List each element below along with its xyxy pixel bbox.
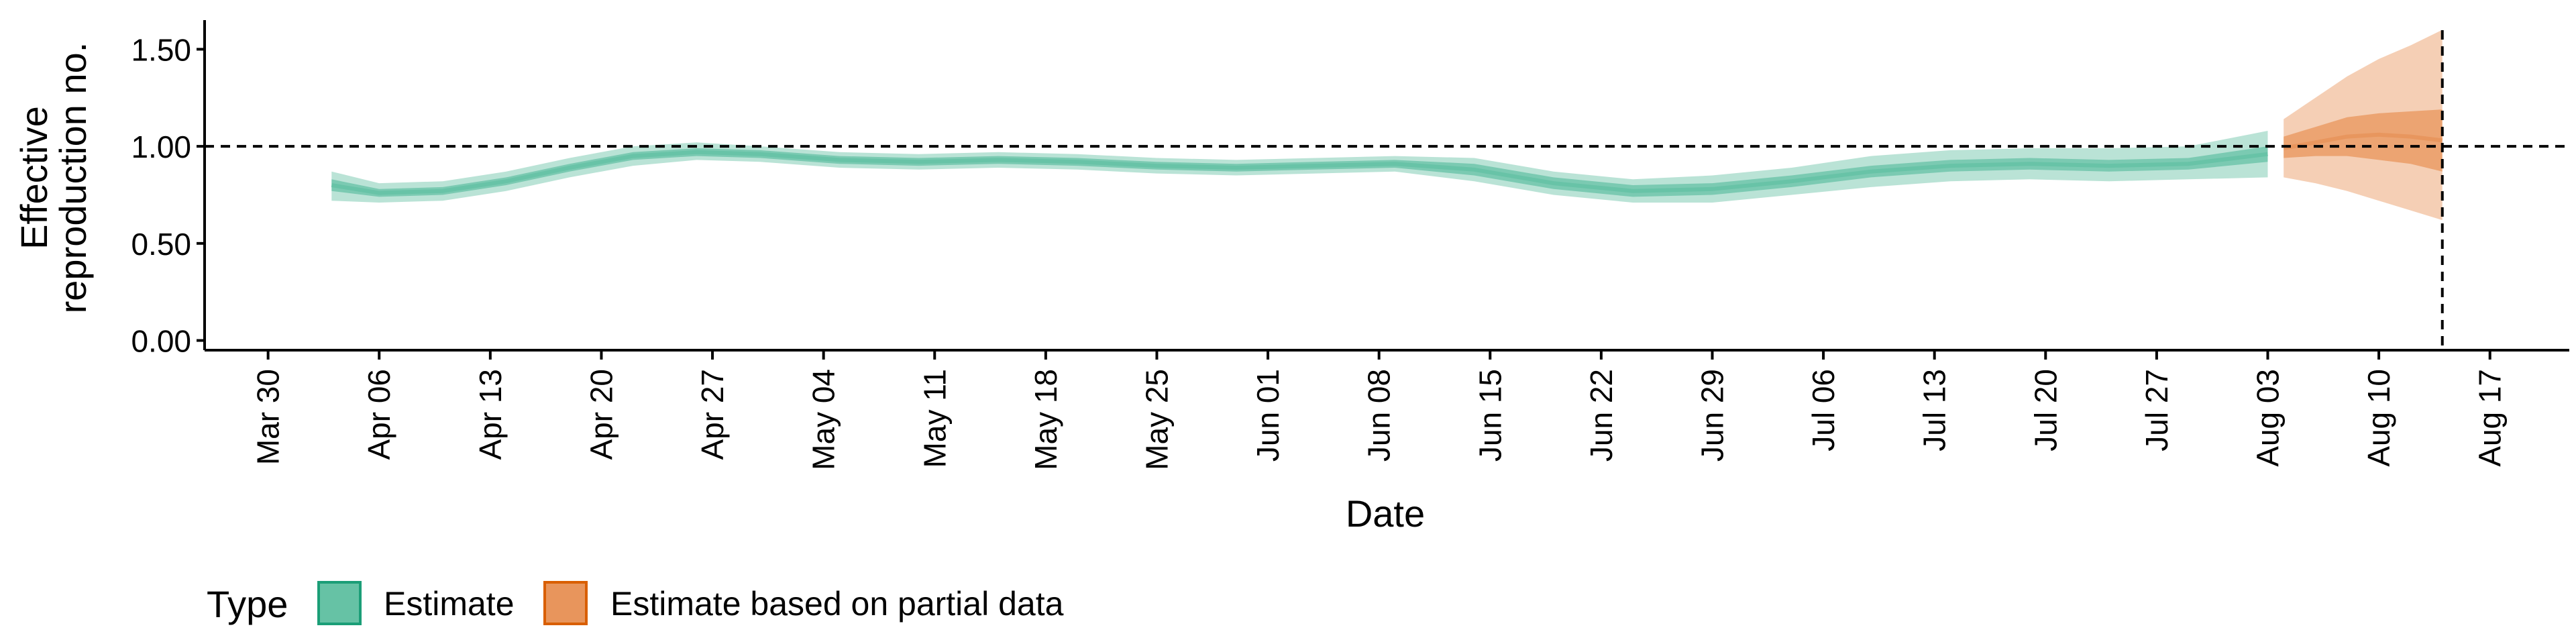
x-tick-label: Jun 15 (1472, 369, 1507, 462)
partial-band-50 (2284, 109, 2443, 172)
x-tick-label: Aug 03 (2251, 369, 2286, 467)
x-tick-label: Apr 27 (695, 369, 730, 460)
partial-median-line (2283, 132, 2443, 150)
x-tick-label: Jul 13 (1917, 369, 1952, 451)
legend-label-estimate: Estimate (384, 585, 515, 623)
x-tick-label: Apr 06 (362, 369, 396, 460)
legend: Type Estimate Estimate based on partial … (207, 581, 1064, 625)
x-tick-label: May 25 (1140, 369, 1175, 470)
x-tick-label: Jun 22 (1584, 369, 1619, 462)
x-tick-label: Aug 17 (2473, 369, 2508, 467)
reference-lines (205, 30, 2569, 350)
x-tick-label: Jun 01 (1250, 369, 1285, 462)
legend-label-partial: Estimate based on partial data (610, 585, 1064, 623)
x-tick-label: Jul 20 (2028, 369, 2063, 451)
x-tick-label: May 11 (917, 369, 952, 468)
x-axis-title: Date (1346, 492, 1425, 535)
x-tick-label: May 18 (1028, 369, 1063, 470)
y-tick-label: 1.50 (131, 32, 191, 67)
x-tick-label: Apr 20 (584, 369, 619, 460)
x-tick-label: Jun 29 (1695, 369, 1730, 462)
y-tick-label: 1.00 (131, 129, 191, 164)
legend-title: Type (207, 583, 288, 625)
y-tick-label: 0.50 (131, 227, 191, 262)
x-tick-label: Jul 06 (1806, 369, 1841, 451)
estimate-median-line (331, 150, 2268, 195)
x-tick-label: Apr 13 (473, 369, 508, 460)
x-tick-label: Mar 30 (251, 369, 286, 465)
x-tick-label: Aug 10 (2361, 369, 2396, 467)
plot-panel: 0.00 0.50 1.00 1.50 Mar 30 Apr 06 Apr 13 Apr 2… (131, 20, 2569, 470)
uncertainty-bands (331, 30, 2443, 221)
legend-key-estimate (317, 581, 362, 625)
x-tick-label: May 04 (806, 369, 841, 470)
axes (203, 20, 2569, 352)
x-tick-label: Jul 27 (2139, 369, 2174, 451)
y-axis-ticks: 0.00 0.50 1.00 1.50 (131, 32, 205, 359)
legend-key-partial (543, 581, 588, 625)
y-tick-label: 0.00 (131, 324, 191, 359)
y-axis-title-line-1: Effective (13, 106, 55, 250)
y-axis-title-line-2: reproduction no. (52, 42, 94, 314)
x-tick-label: Jun 08 (1362, 369, 1397, 462)
x-axis-ticks: Mar 30 Apr 06 Apr 13 Apr 20 Apr 27 May 04 May … (251, 350, 2508, 470)
